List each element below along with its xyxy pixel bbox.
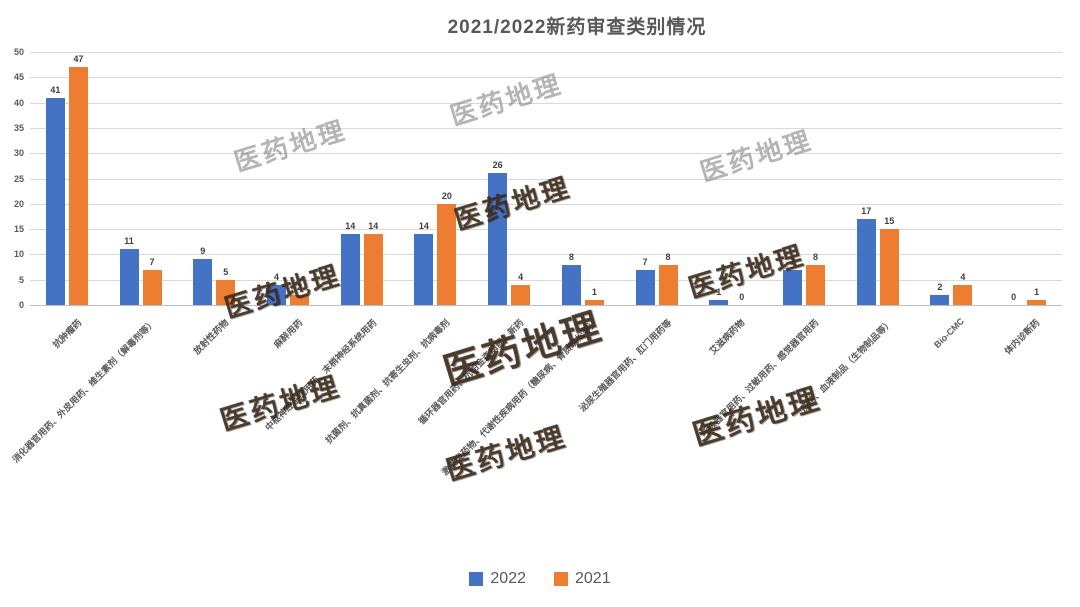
y-axis-tick-label: 20	[13, 198, 24, 209]
gridline	[30, 203, 1062, 205]
bar-value-label: 1	[1034, 286, 1040, 297]
y-axis-tick-label: 0	[18, 300, 24, 310]
legend-label: 2022	[490, 570, 526, 587]
bar-value-label: 14	[345, 221, 356, 232]
bar-2022	[340, 234, 360, 305]
y-axis-tick-label: 40	[13, 97, 24, 108]
bar-value-label: 0	[739, 292, 745, 302]
bar-value-label: 15	[884, 216, 895, 227]
y-axis-tick-label: 5	[18, 274, 24, 285]
gridline	[30, 153, 1062, 155]
bar-value-label: 4	[960, 271, 966, 282]
bar-2021	[363, 234, 383, 305]
bar-value-label: 41	[50, 84, 61, 95]
x-axis-category-label: Bio-CMC	[932, 316, 967, 350]
bar-2021	[216, 279, 236, 305]
bar-value-label: 0	[1011, 292, 1017, 302]
bar-2022	[488, 173, 508, 305]
bar-value-label: 2	[296, 281, 302, 292]
legend-item-2022: 2022	[469, 570, 526, 588]
x-axis-category-label: 放射性药物	[191, 317, 231, 357]
gridline	[30, 279, 1062, 281]
y-axis-tick-label: 45	[13, 72, 24, 83]
bar-2021	[879, 229, 899, 305]
bar-2022	[267, 284, 286, 305]
bar-value-label: 4	[273, 271, 279, 282]
gridline	[30, 127, 1062, 129]
legend-label: 2021	[575, 570, 611, 587]
watermark-text: 医药地理	[450, 172, 575, 236]
bar-value-label: 47	[73, 54, 84, 65]
y-axis-tick-label: 35	[13, 122, 24, 133]
bar-2022	[561, 264, 581, 305]
bar-2022	[783, 269, 802, 305]
bar-2021	[290, 294, 309, 305]
bar-2021	[953, 284, 973, 305]
legend-item-2021: 2021	[554, 570, 611, 588]
bar-2021	[437, 203, 457, 305]
legend-swatch-icon	[554, 572, 568, 586]
bar-value-label: 7	[149, 256, 155, 267]
legend: 2022 2021	[0, 570, 1080, 588]
bar-2021	[806, 264, 825, 305]
gridline	[30, 77, 1062, 79]
y-axis-tick-label: 10	[13, 249, 24, 260]
bar-value-label: 4	[518, 271, 524, 282]
bar-value-label: 11	[124, 236, 134, 247]
legend-swatch-icon	[469, 572, 484, 586]
y-axis-tick-label: 25	[13, 173, 24, 184]
bar-2021	[511, 284, 531, 305]
x-axis-category-label: 呼吸器官用药、过敏用药、感觉器官用药	[698, 317, 821, 440]
bar-value-label: 1	[716, 286, 722, 297]
bar-value-label: 20	[441, 190, 452, 201]
y-axis-tick-label: 30	[13, 148, 24, 159]
bar-2021	[658, 264, 678, 305]
bar-value-label: 7	[642, 256, 648, 267]
x-axis-category-label: 激素类药物、代谢性疾病用药（糖尿病、骨质疏松等）	[439, 317, 600, 478]
x-axis-line	[30, 305, 1062, 306]
bar-2022	[45, 97, 65, 305]
bar-2022	[930, 294, 950, 305]
gridline	[30, 254, 1062, 256]
chart-title: 2021/2022新药审查类别情况	[447, 17, 707, 38]
bar-value-label: 9	[200, 246, 206, 257]
bar-2022	[635, 269, 655, 305]
bar-value-label: 1	[591, 286, 597, 297]
bar-value-label: 17	[861, 205, 872, 216]
y-axis-tick-label: 15	[13, 224, 24, 235]
watermark-text: 医药地理	[446, 68, 567, 132]
bar-2021	[142, 269, 162, 305]
x-axis-category-label: 消化器官用药、外皮用药、维生素剂（解毒剂等）	[9, 317, 158, 465]
bar-2022	[709, 299, 729, 305]
watermark-text: 医药地理	[230, 114, 351, 178]
x-axis-category-label: 麻醉用药	[271, 317, 305, 350]
x-axis-category-label: 体内诊断药	[1002, 317, 1042, 357]
x-axis-category-label: 艾滋病药物	[707, 317, 747, 357]
bar-2022	[414, 234, 434, 305]
bar-2021	[584, 299, 604, 305]
gridline	[30, 52, 1062, 53]
bar-value-label: 14	[418, 221, 429, 232]
gridline	[30, 229, 1062, 231]
bar-2022	[856, 218, 876, 305]
gridline	[30, 178, 1062, 180]
bar-value-label: 2	[937, 281, 943, 292]
gridline	[30, 102, 1062, 104]
bar-value-label: 5	[223, 266, 229, 277]
bar-value-label: 8	[568, 251, 574, 262]
bar-2022	[119, 249, 139, 305]
bar-value-label: 26	[492, 160, 503, 171]
bar-value-label: 8	[812, 251, 818, 262]
bar-2021	[1027, 299, 1047, 305]
bar-value-label: 8	[665, 251, 671, 262]
bar-value-label: 7	[789, 256, 795, 267]
x-axis-category-label: 抗菌剂、抗真菌剂、抗寄生虫剂、抗病毒剂	[323, 317, 452, 446]
bar-2021	[68, 67, 88, 305]
bar-2022	[193, 259, 213, 305]
bar-value-label: 14	[368, 221, 379, 232]
x-axis-category-label: 抗肿瘤药	[50, 317, 84, 350]
y-axis-tick-label: 50	[13, 47, 24, 57]
